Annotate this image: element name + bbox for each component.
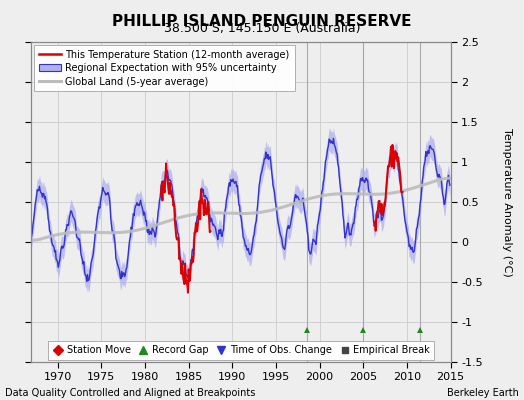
Text: 38.500 S, 145.150 E (Australia): 38.500 S, 145.150 E (Australia): [163, 22, 361, 35]
Y-axis label: Temperature Anomaly (°C): Temperature Anomaly (°C): [502, 128, 512, 276]
Text: Berkeley Earth: Berkeley Earth: [447, 388, 519, 398]
Text: Data Quality Controlled and Aligned at Breakpoints: Data Quality Controlled and Aligned at B…: [5, 388, 256, 398]
Legend: Station Move, Record Gap, Time of Obs. Change, Empirical Break: Station Move, Record Gap, Time of Obs. C…: [48, 341, 434, 360]
Text: PHILLIP ISLAND PENGUIN RESERVE: PHILLIP ISLAND PENGUIN RESERVE: [112, 14, 412, 29]
